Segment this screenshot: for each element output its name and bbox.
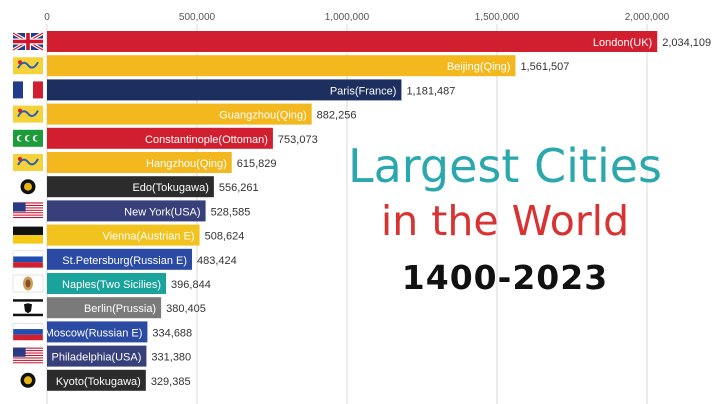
bar-label: Philadelphia(USA) (52, 352, 142, 364)
data-label: 483,424 (197, 255, 237, 267)
bar-label: New York(USA) (124, 206, 200, 218)
bar-label: Constantinople(Ottoman) (145, 134, 268, 146)
bar-label: Edo(Tokugawa) (132, 182, 208, 194)
data-label: 615,829 (237, 158, 277, 170)
bar (47, 79, 402, 101)
data-label: 753,073 (278, 134, 318, 146)
data-label: 329,385 (151, 376, 191, 388)
austria-flag-icon (13, 226, 43, 244)
x-tick-label: 500,000 (179, 12, 216, 23)
bar (47, 248, 193, 270)
bar-row: St.Petersburg(Russian E) 483,424 (47, 248, 237, 270)
x-tick-label: 2,000,000 (625, 12, 670, 23)
chart-title-block: Largest Cities in the World 1400-2023 (300, 138, 710, 308)
tokugawa-crest-icon (13, 371, 43, 389)
bar (47, 152, 232, 173)
bar-label: Beijing(Qing) (447, 61, 511, 73)
data-label: 556,261 (219, 182, 259, 194)
bar-row: Guangzhou(Qing) 882,256 (47, 103, 357, 125)
bar-label: London(UK) (593, 37, 652, 49)
russia-flag-icon (12, 250, 44, 269)
bar (47, 297, 162, 319)
data-label: 1,561,507 (520, 61, 569, 73)
qing-dragon-flag-icon (13, 154, 43, 171)
two-sicilies-flag-icon (12, 274, 44, 293)
bar-row: Moscow(Russian E) 334,688 (45, 321, 192, 343)
chart-title-line1: Largest Cities (347, 139, 663, 193)
bar (47, 273, 167, 294)
data-label: 528,585 (211, 206, 251, 218)
bars: London(UK) 2,034,109 Beijing(Qing) 1,561,50… (45, 31, 711, 391)
bar-label: Moscow(Russian E) (45, 327, 143, 339)
bar-label: Guangzhou(Qing) (219, 110, 306, 122)
bar (47, 224, 200, 246)
x-axis-ticks: 0 500,000 1,000,000 1,500,000 2,000,000 (44, 12, 669, 23)
x-tick-label: 1,500,000 (475, 12, 520, 23)
bar (47, 127, 273, 149)
data-label: 882,256 (317, 110, 357, 122)
x-tick-label: 0 (44, 12, 50, 23)
bar (47, 321, 148, 343)
x-tick-label: 1,000,000 (325, 12, 370, 23)
bar (47, 200, 206, 222)
ottoman-flag-icon (13, 129, 43, 147)
bar (47, 345, 147, 367)
data-label: 380,405 (166, 303, 206, 315)
bar-row: Constantinople(Ottoman) 753,073 (47, 127, 318, 149)
bar-row: Beijing(Qing) 1,561,507 (47, 55, 569, 77)
qing-dragon-flag-icon (13, 57, 43, 75)
bar-label: Vienna(Austrian E) (102, 231, 194, 243)
bar (47, 31, 658, 52)
data-label: 1,181,487 (406, 85, 455, 97)
qing-dragon-flag-icon (13, 105, 43, 123)
bar-label: Kyoto(Tokugawa) (56, 376, 141, 388)
bar-row: New York(USA) 528,585 (47, 200, 251, 222)
bar-label: Hangzhou(Qing) (146, 158, 227, 170)
bar-row: Vienna(Austrian E) 508,624 (47, 224, 245, 246)
chart-title-line2: in the World (380, 197, 630, 245)
bar (47, 55, 516, 77)
france-flag-icon (13, 81, 43, 99)
chart-year-range: 1400-2023 (401, 258, 609, 297)
bar-label: Berlin(Prussia) (84, 303, 156, 315)
prussia-flag-icon (13, 299, 43, 317)
bar-label: St.Petersburg(Russian E) (62, 255, 187, 267)
data-label: 334,688 (152, 327, 192, 339)
bar-row: Naples(Two Sicilies) 396,844 (47, 273, 211, 294)
bar-label: Paris(France) (330, 85, 397, 97)
uk-flag-icon (12, 31, 44, 52)
bar-row: Philadelphia(USA) 331,380 (47, 345, 191, 367)
tokugawa-crest-icon (13, 178, 43, 196)
bar-row: Berlin(Prussia) 380,405 (47, 297, 206, 319)
bar-label: Naples(Two Sicilies) (62, 279, 161, 291)
bar-row: Edo(Tokugawa) 556,261 (47, 176, 259, 198)
russia-flag-icon (12, 323, 44, 341)
flags (12, 31, 44, 389)
data-label: 2,034,109 (662, 37, 711, 49)
usa-flag-icon (13, 347, 43, 365)
bar-row: Hangzhou(Qing) 615,829 (47, 152, 277, 173)
usa-flag-icon (13, 202, 43, 220)
bar (47, 176, 214, 198)
bar-row: London(UK) 2,034,109 (47, 31, 711, 52)
bar (47, 369, 146, 391)
data-label: 396,844 (171, 279, 211, 291)
data-label: 508,624 (205, 231, 245, 243)
bar-row: Paris(France) 1,181,487 (47, 79, 455, 101)
bar (47, 103, 312, 125)
bar-row: Kyoto(Tokugawa) 329,385 (47, 369, 191, 391)
data-label: 331,380 (151, 352, 191, 364)
